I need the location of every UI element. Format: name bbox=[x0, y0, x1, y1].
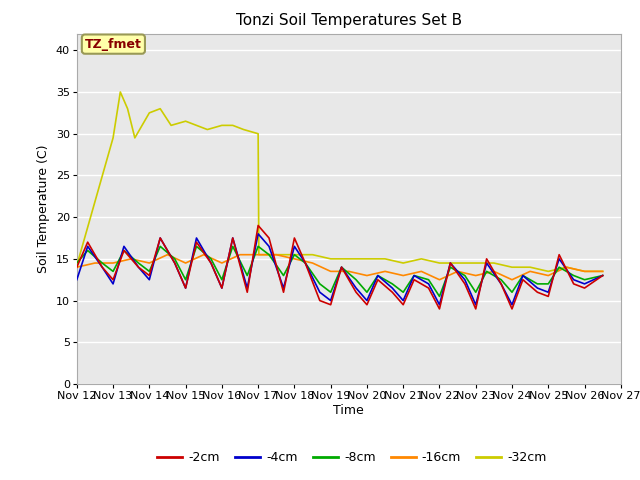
X-axis label: Time: Time bbox=[333, 404, 364, 417]
Title: Tonzi Soil Temperatures Set B: Tonzi Soil Temperatures Set B bbox=[236, 13, 462, 28]
Legend: -2cm, -4cm, -8cm, -16cm, -32cm: -2cm, -4cm, -8cm, -16cm, -32cm bbox=[152, 446, 552, 469]
Y-axis label: Soil Temperature (C): Soil Temperature (C) bbox=[37, 144, 50, 273]
Text: TZ_fmet: TZ_fmet bbox=[85, 37, 142, 50]
